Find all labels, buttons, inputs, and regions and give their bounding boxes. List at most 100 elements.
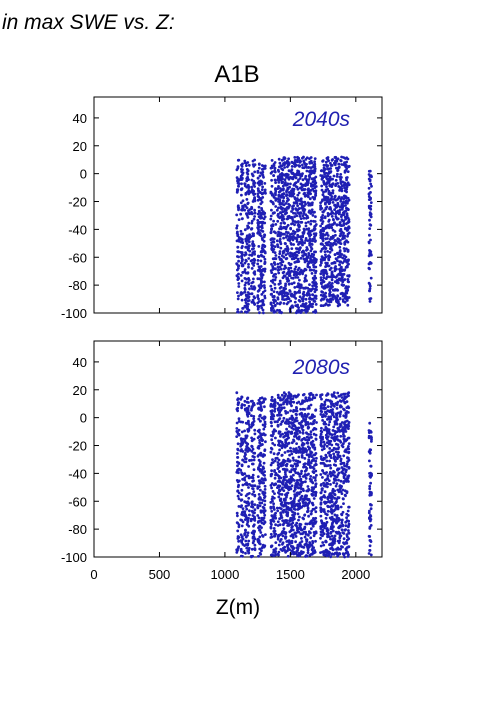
data-point	[258, 183, 261, 187]
data-point	[326, 500, 330, 504]
data-point	[321, 528, 325, 532]
data-point	[311, 493, 315, 497]
data-point	[335, 430, 339, 433]
data-point	[325, 200, 329, 204]
data-point	[239, 201, 243, 205]
data-point	[307, 514, 310, 518]
data-point	[270, 497, 274, 501]
data-point	[369, 514, 372, 517]
data-point	[247, 411, 251, 415]
data-point	[315, 282, 318, 286]
data-point	[294, 265, 298, 269]
data-point	[273, 161, 277, 164]
data-point	[282, 195, 285, 199]
data-point	[334, 198, 338, 202]
data-point	[239, 420, 243, 424]
data-point	[299, 310, 303, 314]
data-point	[249, 235, 253, 239]
data-point	[310, 161, 314, 165]
data-point	[272, 405, 276, 408]
data-point	[262, 481, 265, 485]
data-point	[345, 490, 349, 494]
data-point	[343, 234, 347, 238]
data-point	[333, 230, 337, 233]
data-point	[246, 248, 250, 252]
data-point	[278, 480, 282, 484]
data-point	[310, 272, 314, 275]
data-point	[335, 497, 339, 501]
data-point	[258, 441, 262, 445]
data-point	[261, 185, 264, 189]
data-point	[313, 446, 317, 450]
data-point	[246, 202, 250, 206]
data-point	[244, 245, 248, 249]
data-point	[327, 258, 331, 262]
y-tick-label: 20	[73, 383, 87, 398]
data-point	[240, 170, 244, 174]
data-point	[278, 533, 282, 537]
data-point	[285, 249, 289, 253]
data-point	[306, 201, 310, 205]
data-point	[257, 245, 261, 248]
data-point	[297, 260, 301, 263]
data-point	[330, 215, 334, 218]
data-point	[299, 477, 303, 481]
data-point	[263, 448, 267, 452]
data-point	[335, 416, 339, 419]
data-point	[252, 193, 256, 197]
data-point	[331, 201, 335, 204]
data-point	[273, 304, 277, 308]
data-point	[256, 176, 260, 180]
data-point	[328, 183, 332, 187]
data-point	[312, 253, 316, 257]
data-point	[274, 188, 277, 192]
data-point	[302, 192, 306, 196]
data-point	[369, 524, 373, 527]
data-point	[285, 234, 289, 238]
data-point	[273, 286, 277, 290]
data-point	[367, 177, 371, 181]
data-point	[282, 286, 286, 290]
data-point	[369, 250, 373, 254]
data-point	[333, 432, 337, 436]
data-point	[290, 452, 294, 456]
data-point	[285, 193, 289, 197]
data-point	[293, 293, 296, 297]
data-point	[274, 541, 278, 544]
data-point	[323, 250, 327, 254]
data-point	[240, 488, 244, 492]
data-point	[248, 459, 251, 462]
data-point	[329, 555, 333, 559]
data-point	[263, 433, 266, 437]
data-point	[333, 163, 337, 167]
data-point	[347, 406, 351, 410]
data-point	[280, 260, 284, 263]
data-point	[283, 178, 287, 182]
data-point	[338, 250, 342, 254]
data-point	[247, 465, 251, 468]
data-point	[324, 253, 327, 257]
data-point	[320, 488, 324, 492]
data-point	[278, 523, 282, 527]
data-point	[297, 285, 301, 289]
data-point	[247, 278, 251, 282]
data-point	[303, 241, 306, 245]
data-point	[279, 498, 283, 501]
data-point	[260, 182, 263, 186]
data-point	[325, 533, 329, 536]
data-point	[251, 159, 255, 163]
data-point	[263, 405, 266, 409]
data-point	[309, 166, 313, 170]
data-point	[269, 302, 273, 306]
data-point	[322, 286, 326, 290]
data-point	[252, 532, 256, 536]
data-point	[284, 298, 288, 301]
data-point	[273, 529, 277, 533]
data-point	[273, 407, 277, 411]
data-point	[236, 291, 239, 294]
data-point	[339, 422, 342, 426]
data-point	[287, 430, 290, 434]
data-point	[273, 261, 276, 264]
data-point	[299, 241, 303, 245]
